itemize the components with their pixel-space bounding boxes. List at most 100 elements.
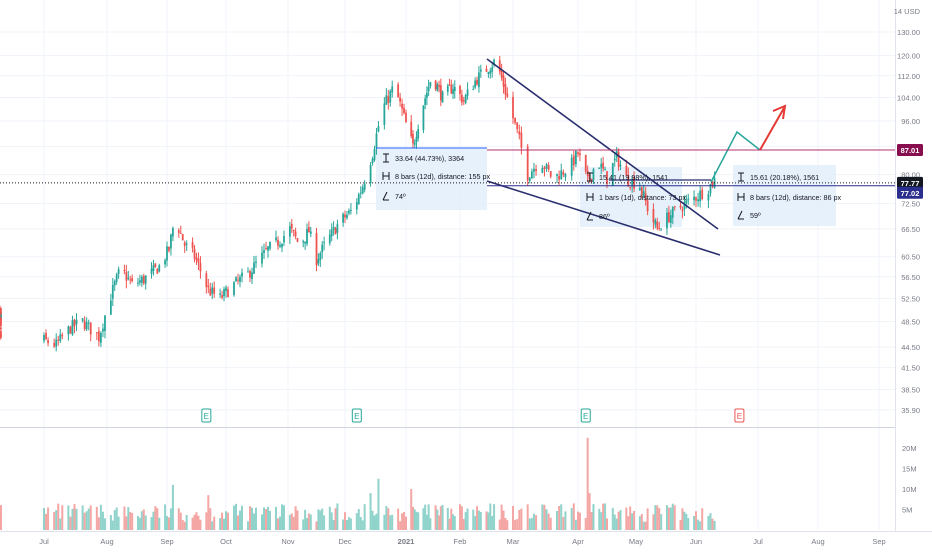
candle [323,236,325,251]
candle-body [397,84,400,98]
candle-body [493,59,495,66]
candle-body [415,137,418,143]
candle-body [237,279,239,281]
candle-body [109,300,112,315]
candle-body [89,322,92,335]
candle-body [479,69,482,72]
candle-body [309,231,312,234]
candle [249,269,251,283]
candle [211,282,214,300]
earnings-marker[interactable]: E [351,408,362,423]
candle [472,85,475,91]
volume-bar [377,478,380,530]
candle [415,131,418,149]
volume-bar [389,515,392,530]
candle [227,286,229,298]
candle [223,286,225,302]
candle [127,270,130,281]
candle [410,115,413,139]
candle-body [611,162,614,186]
candle [397,82,400,98]
volume-bar [516,519,519,530]
price-axis[interactable]: 14 USD 35.90 38.50 41.50 44.50 48.50 52.50 56.5… [894,7,923,515]
price-marker-87.01: 87.01 [897,143,923,156]
volume-bar [671,503,674,530]
candle-body [693,196,695,201]
candle [185,240,188,251]
candle [57,335,60,346]
time-tick-label: Nov [281,537,295,546]
time-tick-label: Feb [454,537,467,546]
volume-bar [619,510,622,530]
candle [487,71,490,78]
bar-range-icon [586,193,594,201]
candle-body [640,187,643,195]
volume-bar [462,518,465,530]
candle-body [199,262,202,272]
candle-body [533,168,535,172]
candle-body [319,253,322,261]
candle [498,56,501,75]
candle-body [413,142,416,145]
time-tick-label: Sep [872,537,885,546]
time-tick-label: May [629,537,643,546]
volume-bar [667,507,670,530]
candle-body [472,89,475,91]
candle-body [528,177,531,181]
candle [109,293,112,315]
volume-bar [290,513,293,530]
candle-body [644,193,647,201]
candle-body [75,319,78,325]
candle-body [253,262,255,274]
candle [629,186,632,191]
volume-bar [625,507,628,530]
volume-tick-label: 15M [902,465,917,474]
volume-bar [197,515,200,530]
candle [429,81,432,89]
volume-bar [541,504,544,530]
candle [267,245,269,258]
candle-body [459,85,461,95]
candle-body [334,228,337,235]
candle-body [462,100,465,102]
volume-bar [441,505,444,530]
candle-body [446,85,449,92]
candle-body [164,260,166,265]
earnings-marker[interactable]: E [580,408,591,423]
volume-bar [164,504,167,530]
candle [669,209,672,228]
candle-body [223,289,225,297]
volume-bar [269,510,271,530]
volume-bar [459,504,461,530]
candle [528,177,531,184]
candle-body [348,210,350,214]
candle [237,273,239,285]
volume-bar [383,514,386,530]
candle-body [71,320,74,335]
candle-body [598,167,601,169]
candle-body [656,221,659,229]
earnings-marker[interactable]: E [734,408,745,423]
candle [183,240,186,253]
angle-label: 74º [395,192,406,201]
earnings-marker[interactable]: E [201,408,212,423]
candle [459,84,461,101]
candle [269,241,271,251]
candle [577,151,579,158]
candle [221,290,223,300]
volume-bar [472,509,475,530]
candle [575,150,577,168]
time-axis[interactable]: Jul Aug Sep Oct Nov Dec 2021 Feb Mar Apr May Jun Jul… [39,537,885,546]
volume-bar [411,506,414,530]
candle [170,233,172,256]
candle-body [604,169,606,171]
candle [253,255,255,275]
candle [336,219,339,240]
candle-body [602,162,605,169]
price-tick-label: 48.50 [901,318,920,327]
volume-bar [693,516,696,530]
volume-bar [436,509,439,530]
candle [0,323,2,341]
